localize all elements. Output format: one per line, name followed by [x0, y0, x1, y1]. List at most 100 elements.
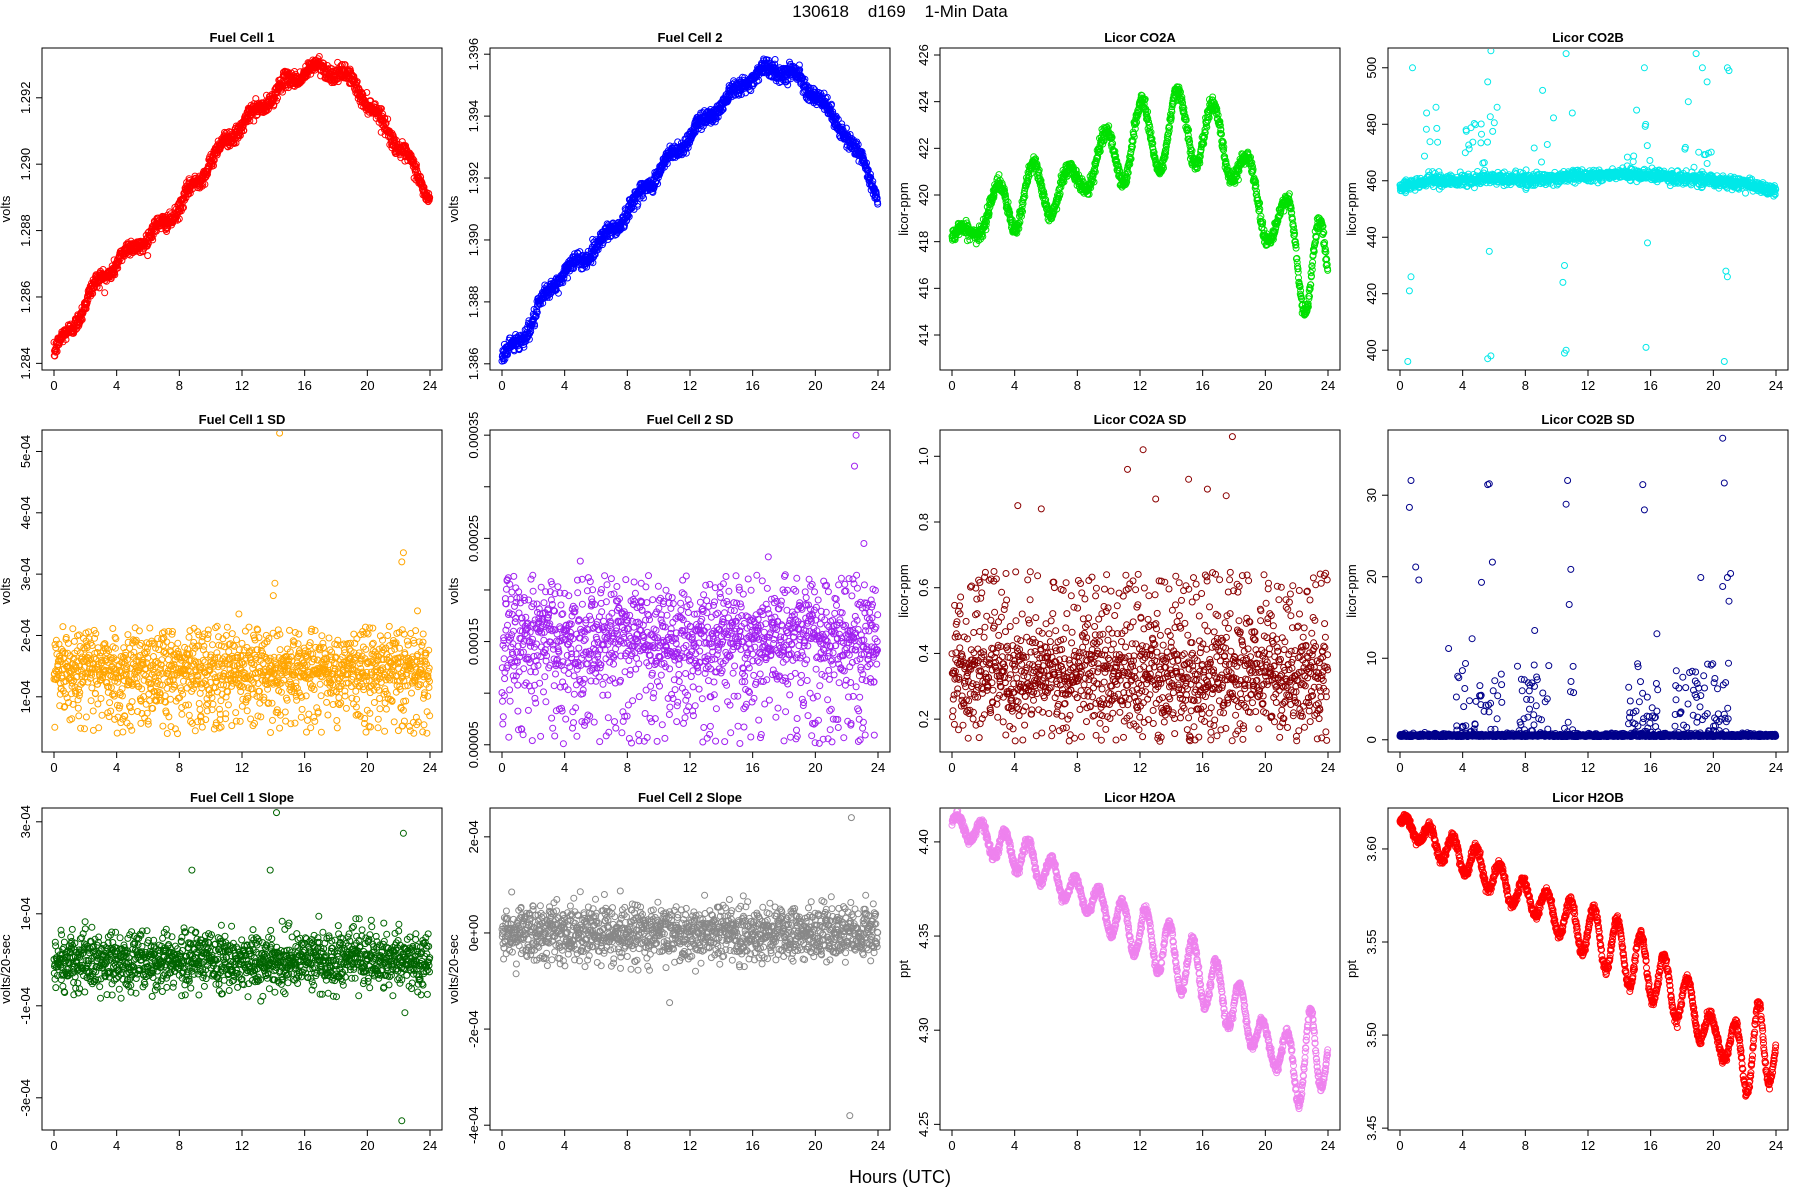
data-points [50, 53, 434, 360]
data-point [1092, 157, 1100, 165]
x-tick-label: 0 [948, 378, 955, 393]
y-tick-label: 1.286 [18, 281, 33, 314]
data-point [1162, 149, 1170, 157]
data-point [1015, 225, 1023, 233]
x-tick-label: 4 [561, 378, 568, 393]
data-point [1216, 121, 1224, 129]
data-point [1115, 164, 1123, 171]
data-point [1165, 130, 1172, 138]
data-point [1178, 96, 1186, 104]
data-point [533, 308, 541, 316]
data-point [640, 194, 647, 202]
data-point [1123, 178, 1131, 186]
data-point [1158, 166, 1166, 174]
data-point [1320, 229, 1328, 237]
data-point [1032, 155, 1040, 163]
data-point [1433, 124, 1441, 132]
data-point [719, 105, 727, 113]
data-point [1035, 166, 1043, 174]
data-point [148, 233, 156, 241]
data-point [1165, 127, 1173, 135]
data-point [1280, 207, 1288, 215]
data-point [1123, 174, 1131, 182]
data-point [1484, 138, 1491, 146]
data-point [1538, 158, 1545, 166]
data-point [1037, 177, 1045, 185]
data-point [1107, 130, 1115, 138]
data-point [810, 84, 817, 92]
y-tick-label: 420 [1364, 283, 1379, 305]
x-tick-label: 20 [808, 378, 822, 393]
data-point [350, 72, 358, 80]
data-point [1253, 187, 1260, 195]
x-tick-label: 12 [1133, 378, 1147, 393]
data-point [531, 322, 539, 330]
data-point [1141, 95, 1149, 103]
data-point [663, 160, 671, 168]
data-point [1020, 190, 1028, 198]
data-point [1130, 130, 1138, 138]
data-point [1256, 205, 1264, 213]
data-point [1060, 178, 1068, 186]
data-point [1477, 139, 1485, 147]
data-point [174, 216, 181, 224]
data-point [1196, 157, 1203, 165]
y-tick-label: 1.394 [466, 100, 481, 133]
data-point [1213, 108, 1221, 115]
data-point [1276, 211, 1284, 219]
data-point [1434, 138, 1442, 146]
data-point [315, 53, 323, 60]
y-axis-label: volts [446, 195, 461, 222]
data-point [625, 213, 633, 221]
data-point [1220, 143, 1228, 151]
data-point [1306, 285, 1314, 293]
data-point [412, 161, 420, 169]
data-points [948, 83, 1332, 319]
x-tick-label: 0 [498, 378, 505, 393]
data-point [1096, 147, 1104, 155]
data-point [1223, 163, 1231, 170]
data-point [801, 75, 809, 83]
y-tick-label: 424 [916, 91, 931, 113]
data-point [1295, 274, 1302, 282]
y-tick-label: 1.390 [466, 224, 481, 257]
data-point [1085, 190, 1093, 198]
data-point [1130, 133, 1138, 141]
data-point [853, 142, 861, 150]
data-point [1089, 177, 1096, 185]
data-point [1181, 112, 1189, 120]
data-point [1133, 118, 1141, 126]
data-point [771, 56, 779, 63]
chart-title: Fuel Cell 2 [657, 30, 722, 45]
data-point [1091, 168, 1099, 176]
data-point [1188, 147, 1196, 155]
data-point [1421, 152, 1428, 160]
x-tick-label: 4 [1459, 378, 1466, 393]
data-point [420, 183, 428, 191]
data-point [1489, 127, 1497, 135]
data-point [1027, 169, 1035, 177]
data-point [1312, 234, 1320, 241]
plot-frame [1387, 47, 1789, 371]
data-point [1218, 130, 1225, 138]
data-point [1129, 138, 1137, 145]
data-point [1323, 255, 1331, 263]
y-tick-label: 1.290 [18, 148, 33, 181]
data-point [185, 190, 192, 198]
data-point [1185, 126, 1193, 134]
data-point [649, 188, 657, 196]
data-point [424, 198, 432, 206]
data-point [250, 117, 258, 125]
data-point [1182, 116, 1190, 124]
data-point [784, 81, 792, 89]
data-point [1402, 189, 1409, 197]
data-point [149, 236, 157, 244]
data-point [53, 347, 61, 355]
x-tick-label: 12 [1581, 378, 1595, 393]
chart-title: Fuel Cell 1 [209, 30, 274, 45]
data-points [1396, 49, 1780, 365]
data-point [1512, 167, 1520, 175]
y-axis-label: volts [0, 195, 13, 222]
data-point [1134, 111, 1142, 119]
x-tick-label: 16 [297, 378, 311, 393]
